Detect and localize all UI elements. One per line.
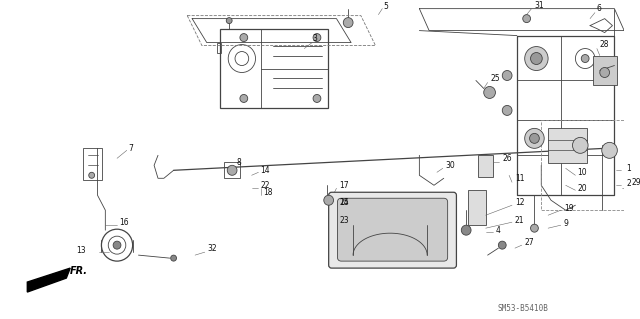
Circle shape: [343, 18, 353, 28]
Circle shape: [531, 53, 542, 64]
Circle shape: [324, 195, 333, 205]
Text: 15: 15: [339, 198, 349, 207]
Text: 2: 2: [626, 179, 631, 188]
FancyBboxPatch shape: [337, 198, 447, 261]
Polygon shape: [28, 268, 70, 292]
Circle shape: [531, 224, 538, 232]
Bar: [478, 155, 493, 177]
Circle shape: [240, 94, 248, 102]
Text: 32: 32: [208, 244, 218, 253]
Text: 19: 19: [564, 204, 573, 213]
Text: FR.: FR.: [70, 266, 88, 276]
Circle shape: [600, 68, 609, 78]
Text: 26: 26: [502, 154, 512, 163]
Circle shape: [461, 225, 471, 235]
Text: 24: 24: [339, 198, 349, 207]
Text: 21: 21: [515, 216, 524, 225]
Circle shape: [525, 128, 544, 148]
Bar: [220, 29, 328, 108]
Text: 25: 25: [491, 74, 500, 83]
Circle shape: [113, 241, 121, 249]
Circle shape: [313, 33, 321, 41]
Circle shape: [89, 172, 95, 178]
Text: 18: 18: [263, 188, 273, 197]
Text: 12: 12: [515, 198, 524, 207]
Text: 7: 7: [129, 144, 134, 153]
Text: 11: 11: [515, 174, 524, 183]
Bar: [216, 42, 221, 53]
Text: 8: 8: [237, 158, 242, 167]
Text: SM53-B5410B: SM53-B5410B: [497, 303, 548, 313]
Circle shape: [525, 47, 548, 70]
Bar: [593, 56, 618, 85]
Text: 17: 17: [339, 181, 349, 190]
Circle shape: [502, 70, 512, 80]
Circle shape: [499, 241, 506, 249]
Text: 30: 30: [445, 161, 456, 170]
Text: 31: 31: [534, 1, 544, 10]
Text: 9: 9: [564, 219, 568, 228]
Circle shape: [523, 15, 531, 23]
Text: 3: 3: [312, 34, 317, 43]
Circle shape: [227, 18, 232, 24]
Text: 10: 10: [577, 168, 587, 177]
Text: 13: 13: [76, 246, 86, 255]
Bar: [83, 148, 102, 180]
Text: 29: 29: [632, 178, 640, 187]
Circle shape: [581, 55, 589, 63]
Text: 16: 16: [119, 218, 129, 227]
Text: 14: 14: [260, 166, 270, 175]
Circle shape: [240, 33, 248, 41]
FancyBboxPatch shape: [329, 192, 456, 268]
Circle shape: [602, 142, 618, 158]
Bar: [468, 190, 486, 225]
Text: 28: 28: [600, 40, 609, 49]
Text: 5: 5: [383, 2, 388, 11]
Bar: [224, 162, 240, 178]
Bar: [541, 120, 639, 210]
Text: 20: 20: [577, 184, 587, 193]
Circle shape: [313, 94, 321, 102]
Text: 27: 27: [525, 238, 534, 247]
Circle shape: [529, 133, 540, 143]
Circle shape: [502, 106, 512, 115]
Circle shape: [171, 255, 177, 261]
Bar: [548, 128, 587, 163]
Text: 4: 4: [495, 226, 500, 235]
Text: 6: 6: [597, 4, 602, 13]
Text: 22: 22: [260, 181, 270, 190]
Text: 23: 23: [339, 216, 349, 225]
Circle shape: [484, 86, 495, 99]
Text: 1: 1: [626, 164, 631, 173]
Circle shape: [227, 165, 237, 175]
Circle shape: [573, 137, 588, 153]
